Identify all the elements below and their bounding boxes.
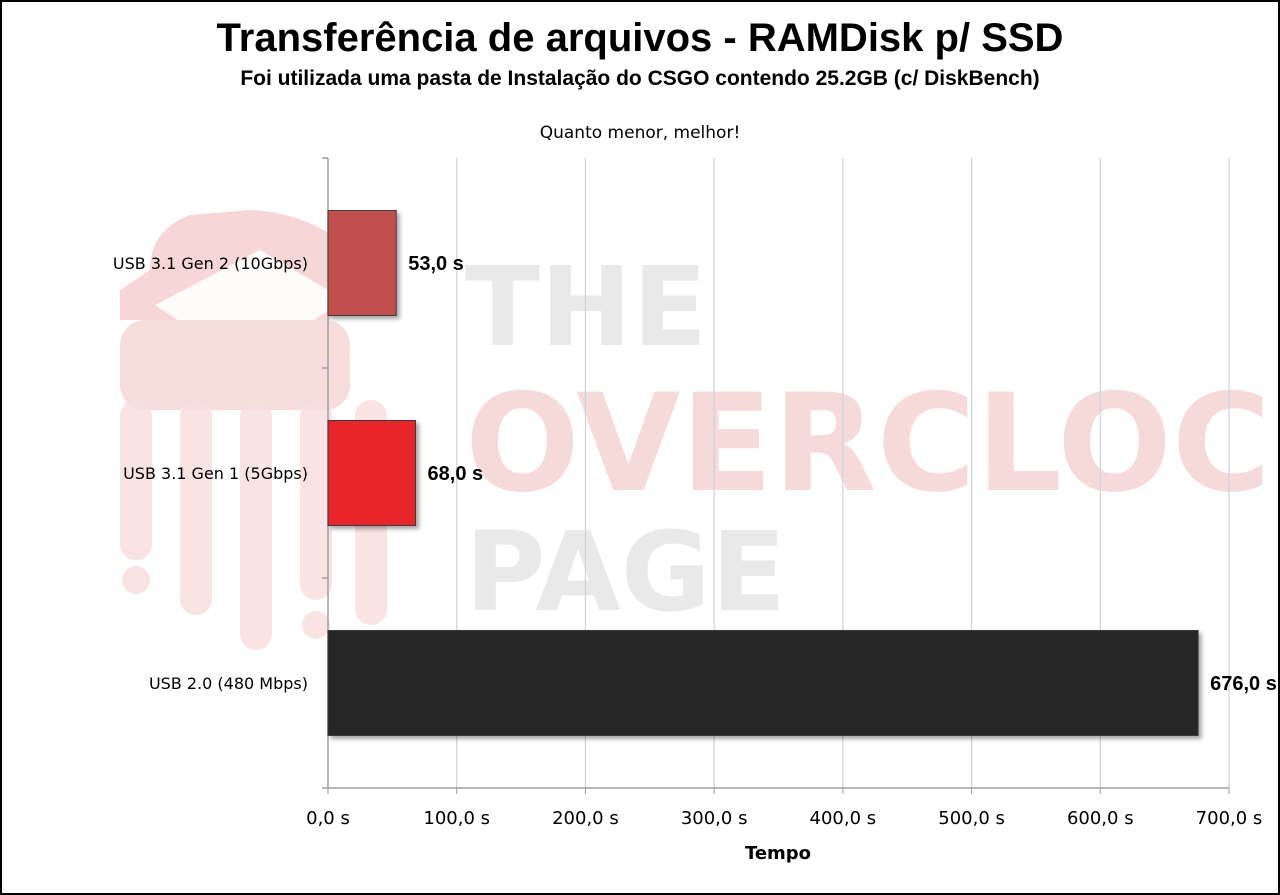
- data-label: 676,0 s: [1210, 673, 1277, 695]
- category-label: USB 3.1 Gen 1 (5Gbps): [123, 464, 308, 483]
- labels: 0,0 s 100,0 s 200,0 s 300,0 s 400,0 s 500,0 s…: [113, 253, 1277, 829]
- data-label: 53,0 s: [408, 253, 464, 275]
- bar: [327, 630, 1199, 736]
- chart-note: Quanto menor, melhor!: [539, 123, 741, 143]
- bar: [327, 210, 397, 316]
- bars: [327, 210, 1199, 736]
- chart-title: Transferência de arquivos - RAMDisk p/ S…: [216, 16, 1064, 60]
- watermark-text: THE OVERCLOCK PAGE: [465, 243, 1280, 636]
- x-tick-label: 500,0 s: [938, 808, 1005, 829]
- chart-subtitle: Foi utilizada uma pasta de Instalação do…: [240, 67, 1040, 90]
- x-tick-label: 700,0 s: [1196, 808, 1263, 829]
- x-tick-label: 400,0 s: [810, 808, 877, 829]
- watermark-line-2: OVERCLOCK: [465, 365, 1280, 522]
- category-label: USB 2.0 (480 Mbps): [149, 674, 308, 693]
- x-tick-label: 200,0 s: [552, 808, 619, 829]
- x-tick-label: 0,0 s: [306, 808, 350, 829]
- data-label: 68,0 s: [428, 463, 484, 485]
- x-tick-label: 100,0 s: [423, 808, 490, 829]
- bar: [327, 420, 417, 526]
- x-tick-label: 600,0 s: [1067, 808, 1134, 829]
- category-label: USB 3.1 Gen 2 (10Gbps): [113, 254, 308, 273]
- watermark-line-3: PAGE: [465, 508, 786, 636]
- x-axis-label: Tempo: [745, 843, 811, 864]
- watermark-line-1: THE: [465, 243, 707, 371]
- x-tick-label: 300,0 s: [681, 808, 748, 829]
